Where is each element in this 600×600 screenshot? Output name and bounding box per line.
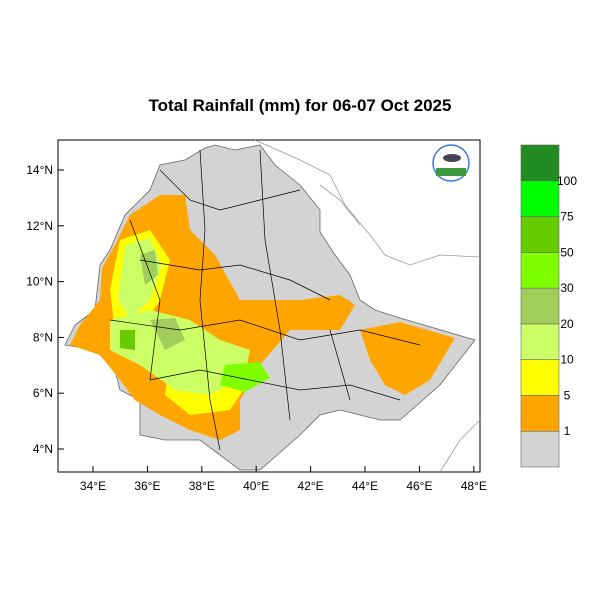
neighbor-boundaries	[254, 139, 481, 473]
legend-label: 1	[564, 424, 571, 438]
legend-swatch	[520, 395, 560, 432]
x-tick-label: 36°E	[134, 479, 160, 493]
legend-label: 30	[560, 281, 574, 295]
x-tick-label: 40°E	[243, 479, 269, 493]
x-tick-label: 34°E	[80, 479, 106, 493]
y-tick-label: 12°N	[26, 219, 53, 233]
x-tick-label: 46°E	[406, 479, 432, 493]
y-tick-label: 14°N	[26, 163, 53, 177]
legend-swatch	[520, 359, 560, 396]
legend-swatch	[520, 144, 560, 182]
y-tick-label: 10°N	[26, 275, 53, 289]
legend-swatch	[520, 287, 560, 325]
legend-label: 50	[560, 245, 574, 259]
y-axis: 4°N 6°N 8°N 10°N 12°N 14°N	[26, 163, 64, 456]
color-legend: 1 5 10 20 30 50 75 100	[520, 144, 577, 468]
legend-swatch	[520, 180, 560, 217]
legend-swatch	[520, 323, 560, 360]
x-tick-label: 38°E	[189, 479, 215, 493]
y-tick-label: 4°N	[33, 442, 53, 456]
legend-label: 100	[557, 174, 577, 188]
x-axis: 34°E 36°E 38°E 40°E 42°E 44°E 46°E 48°E	[80, 466, 487, 493]
x-tick-label: 44°E	[352, 479, 378, 493]
y-tick-label: 8°N	[33, 330, 53, 344]
admin-boundaries	[109, 149, 421, 451]
legend-swatch	[520, 216, 560, 253]
map-title: Total Rainfall (mm) for 06-07 Oct 2025	[148, 96, 452, 115]
legend-swatch	[520, 252, 560, 289]
legend-label: 5	[564, 388, 571, 402]
x-tick-label: 42°E	[298, 479, 324, 493]
legend-swatch	[520, 430, 560, 468]
legend-label: 20	[560, 317, 574, 331]
legend-label: 75	[560, 210, 574, 224]
x-tick-label: 48°E	[461, 479, 487, 493]
logo	[432, 144, 470, 182]
legend-label: 10	[560, 353, 574, 367]
y-tick-label: 6°N	[33, 386, 53, 400]
